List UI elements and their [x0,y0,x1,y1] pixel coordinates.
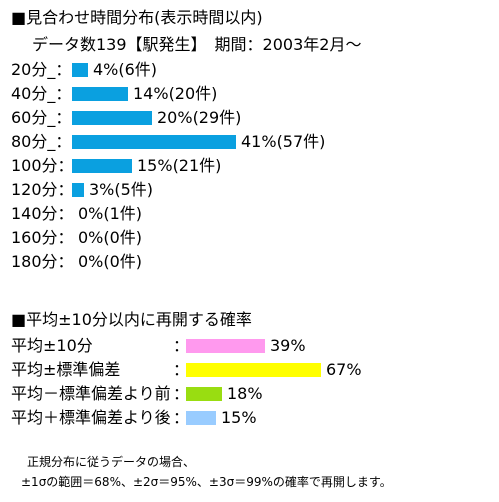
distribution-bar [72,183,84,197]
distribution-value-label: 0%(1件) [78,204,143,223]
distribution-value-label: 41%(57件) [241,132,326,151]
distribution-row-label: 180分： [11,252,74,271]
distribution-row-label: 140分： [11,204,74,223]
distribution-bar [72,87,128,101]
probability-bar [186,411,216,425]
probability-value-label: 39% [270,336,306,355]
distribution-row-label: 40分_： [11,84,72,103]
probability-value-label: 67% [326,360,362,379]
distribution-row-label: 120分： [11,180,74,199]
distribution-bar [72,111,152,125]
distribution-value-label: 20%(29件) [157,108,242,127]
probability-colon: ： [173,336,190,355]
distribution-bar [72,159,132,173]
distribution-value-label: 0%(0件) [78,252,143,271]
distribution-value-label: 14%(20件) [133,84,218,103]
probability-value-label: 18% [227,384,263,403]
probability-row-label: 平均±10分 [11,336,93,355]
distribution-value-label: 3%(5件) [89,180,154,199]
distribution-value-label: 0%(0件) [78,228,143,247]
distribution-row-label: 100分： [11,156,74,175]
note-line-2: ±1σの範囲＝68%、±2σ＝95%、±3σ＝99%の確率で再開します。 [21,475,392,489]
distribution-row-label: 60分_： [11,108,72,127]
probability-bar [186,387,222,401]
distribution-bar [72,135,236,149]
probability-row-label: 平均－標準偏差より前 [11,384,171,403]
probability-bar [186,339,265,353]
probability-bar [186,363,321,377]
note-line-1: 正規分布に従うデータの場合、 [27,455,196,469]
probability-colon: ： [173,408,190,427]
distribution-row-label: 20分_： [11,60,72,79]
distribution-value-label: 4%(6件) [93,60,158,79]
distribution-subtitle: データ数139【駅発生】 期間：2003年2月～ [32,35,362,54]
probability-title: ■平均±10分以内に再開する確率 [11,310,252,329]
probability-colon: ： [173,384,190,403]
distribution-row-label: 160分： [11,228,74,247]
probability-row-label: 平均＋標準偏差より後 [11,408,171,427]
distribution-row-label: 80分_： [11,132,72,151]
distribution-bar [72,63,88,77]
distribution-value-label: 15%(21件) [137,156,222,175]
distribution-title: ■見合わせ時間分布(表示時間以内) [11,8,263,27]
probability-row-label: 平均±標準偏差 [11,360,121,379]
probability-value-label: 15% [221,408,257,427]
probability-colon: ： [173,360,190,379]
